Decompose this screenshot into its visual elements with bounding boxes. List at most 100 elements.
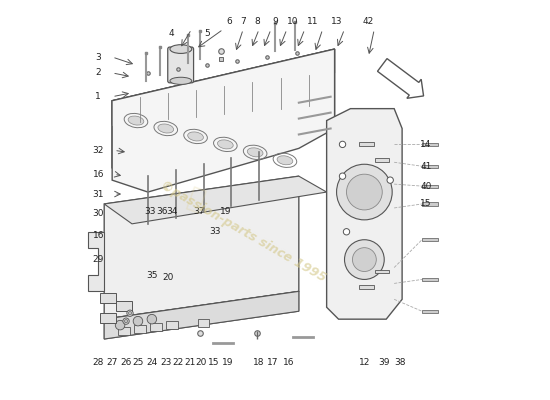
Text: 26: 26 xyxy=(120,358,132,367)
FancyBboxPatch shape xyxy=(375,270,389,274)
Polygon shape xyxy=(89,232,104,291)
FancyBboxPatch shape xyxy=(197,319,210,327)
Text: 24: 24 xyxy=(146,358,157,367)
Text: 34: 34 xyxy=(166,208,178,216)
FancyBboxPatch shape xyxy=(359,286,373,289)
Text: 16: 16 xyxy=(92,170,104,179)
Text: 27: 27 xyxy=(107,358,118,367)
Text: 15: 15 xyxy=(208,358,219,367)
Text: 20: 20 xyxy=(162,273,173,282)
FancyBboxPatch shape xyxy=(359,142,373,146)
Circle shape xyxy=(337,164,392,220)
Text: 9: 9 xyxy=(272,17,278,26)
Text: 11: 11 xyxy=(307,17,318,26)
FancyBboxPatch shape xyxy=(422,184,438,188)
Text: 20: 20 xyxy=(196,358,207,367)
Text: 16: 16 xyxy=(283,358,295,367)
FancyBboxPatch shape xyxy=(422,278,438,281)
Text: 19: 19 xyxy=(222,358,233,367)
Text: 3: 3 xyxy=(95,52,101,62)
Circle shape xyxy=(343,228,350,235)
Ellipse shape xyxy=(158,124,174,133)
Ellipse shape xyxy=(277,156,293,165)
FancyBboxPatch shape xyxy=(134,325,146,333)
FancyBboxPatch shape xyxy=(422,143,438,146)
Text: 6: 6 xyxy=(227,17,232,26)
Circle shape xyxy=(387,177,393,183)
Text: 25: 25 xyxy=(132,358,144,367)
Circle shape xyxy=(124,320,128,323)
Polygon shape xyxy=(327,109,402,319)
FancyBboxPatch shape xyxy=(375,158,389,162)
Text: 23: 23 xyxy=(160,358,172,367)
Text: 42: 42 xyxy=(362,17,374,26)
Circle shape xyxy=(127,310,133,316)
FancyBboxPatch shape xyxy=(118,327,130,335)
Polygon shape xyxy=(112,93,156,168)
Text: 15: 15 xyxy=(420,200,432,208)
Text: 33: 33 xyxy=(144,208,156,216)
Polygon shape xyxy=(112,49,334,192)
Polygon shape xyxy=(112,49,334,124)
Polygon shape xyxy=(104,176,327,224)
Text: 16: 16 xyxy=(92,231,104,240)
FancyBboxPatch shape xyxy=(422,202,438,206)
FancyArrow shape xyxy=(377,58,424,98)
Text: ©passion-parts since 1995: ©passion-parts since 1995 xyxy=(158,179,328,285)
Text: 32: 32 xyxy=(92,146,104,155)
Text: 5: 5 xyxy=(205,29,210,38)
Ellipse shape xyxy=(248,148,263,157)
Text: 18: 18 xyxy=(254,358,265,367)
Text: 7: 7 xyxy=(240,17,246,26)
FancyBboxPatch shape xyxy=(422,238,438,241)
Text: 40: 40 xyxy=(420,182,432,190)
Ellipse shape xyxy=(217,140,233,149)
FancyBboxPatch shape xyxy=(100,293,116,303)
Polygon shape xyxy=(104,291,299,339)
Text: 30: 30 xyxy=(92,210,104,218)
FancyBboxPatch shape xyxy=(422,165,438,168)
Text: 38: 38 xyxy=(394,358,406,367)
Ellipse shape xyxy=(170,77,192,84)
Text: 13: 13 xyxy=(331,17,342,26)
Text: 14: 14 xyxy=(420,140,432,149)
Circle shape xyxy=(346,174,382,210)
Text: 37: 37 xyxy=(194,208,205,216)
Circle shape xyxy=(339,141,346,148)
Polygon shape xyxy=(104,291,299,339)
FancyBboxPatch shape xyxy=(168,47,194,83)
Text: 29: 29 xyxy=(92,255,104,264)
Ellipse shape xyxy=(170,45,192,54)
Text: 31: 31 xyxy=(92,190,104,198)
Text: 17: 17 xyxy=(267,358,279,367)
Text: 2: 2 xyxy=(95,68,101,77)
FancyBboxPatch shape xyxy=(150,323,162,331)
FancyBboxPatch shape xyxy=(100,313,116,323)
Circle shape xyxy=(129,312,131,315)
Ellipse shape xyxy=(128,116,144,125)
Text: 41: 41 xyxy=(420,162,432,171)
Text: 12: 12 xyxy=(359,358,370,367)
Circle shape xyxy=(353,248,376,272)
Circle shape xyxy=(133,316,143,326)
Text: 22: 22 xyxy=(172,358,183,367)
Polygon shape xyxy=(112,49,334,168)
FancyBboxPatch shape xyxy=(116,301,132,311)
FancyBboxPatch shape xyxy=(422,310,438,313)
Text: 10: 10 xyxy=(287,17,299,26)
Circle shape xyxy=(339,173,346,179)
Polygon shape xyxy=(104,176,299,319)
Text: 8: 8 xyxy=(254,17,260,26)
Text: 4: 4 xyxy=(169,29,174,38)
Text: 🐂: 🐂 xyxy=(183,184,208,216)
Circle shape xyxy=(147,314,157,324)
FancyBboxPatch shape xyxy=(166,321,178,329)
Text: 21: 21 xyxy=(184,358,195,367)
Ellipse shape xyxy=(188,132,204,141)
Text: 19: 19 xyxy=(219,208,231,216)
Text: 1: 1 xyxy=(95,92,101,101)
Text: 39: 39 xyxy=(378,358,390,367)
Text: 33: 33 xyxy=(210,227,221,236)
Circle shape xyxy=(344,240,384,280)
Circle shape xyxy=(116,320,125,330)
